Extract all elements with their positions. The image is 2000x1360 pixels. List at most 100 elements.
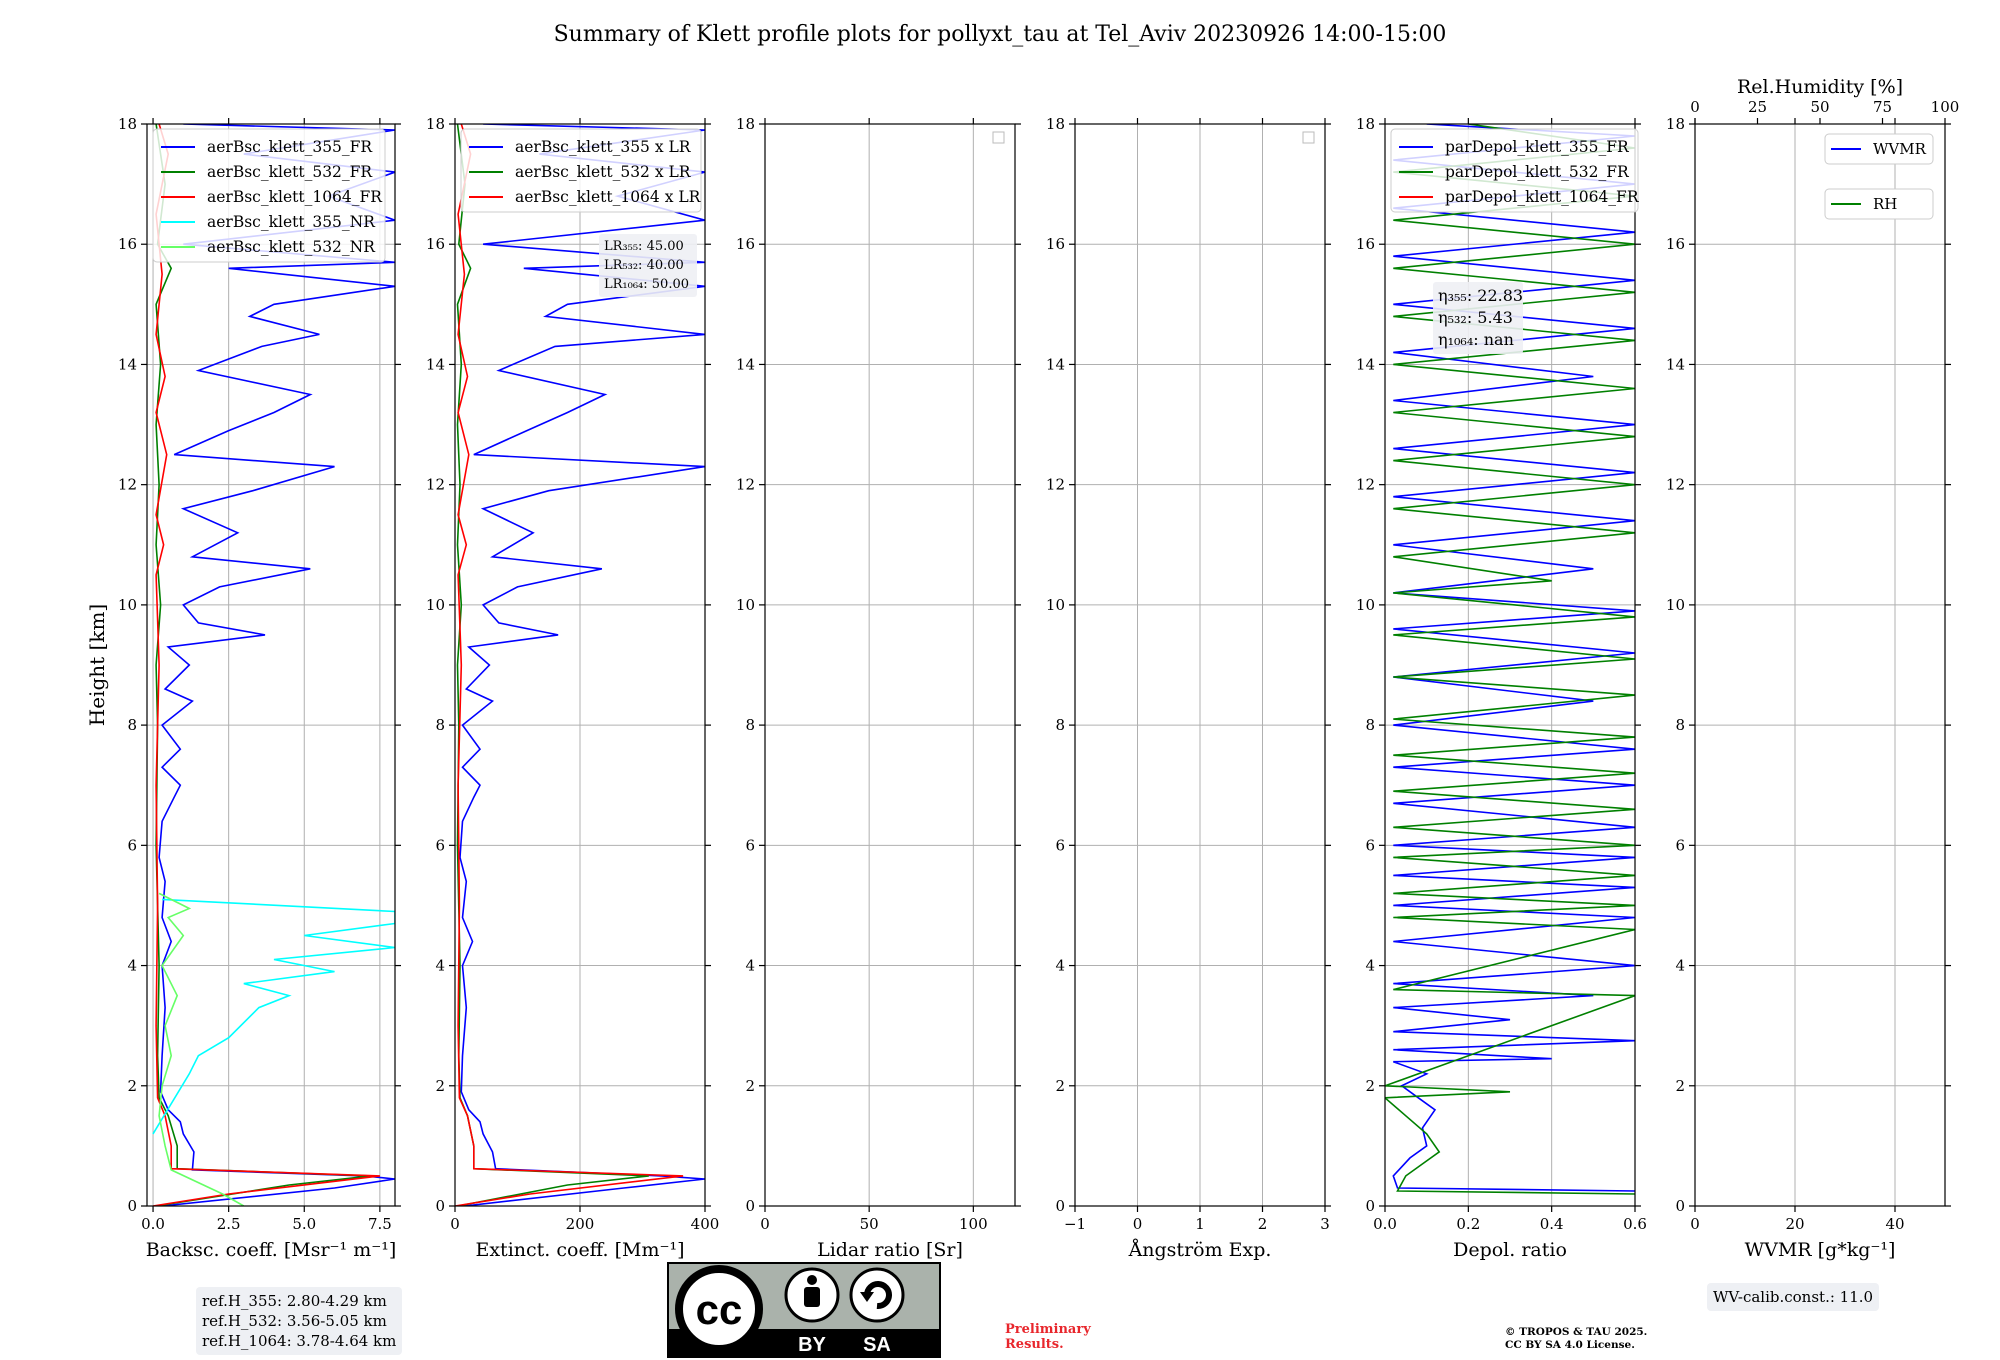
annotation-line: η₃₅₅: 22.83 <box>1438 286 1523 305</box>
wv-calibration-box: WV-calib.const.: 11.0 <box>1707 1283 1880 1311</box>
y-tick-label: 8 <box>127 716 137 734</box>
ref-height-532: ref.H_532: 3.56-5.05 km <box>202 1312 387 1330</box>
x2-tick-label: 25 <box>1748 98 1767 116</box>
y-tick-label: 2 <box>127 1077 137 1095</box>
y-tick-label: 8 <box>1675 716 1685 734</box>
series-line-aerBsc_klett_355_FR <box>158 124 395 1206</box>
y-tick-label: 12 <box>1046 476 1065 494</box>
y-tick-label: 0 <box>745 1197 755 1215</box>
x2-tick-label: 75 <box>1873 98 1892 116</box>
sa-share-icon <box>849 1267 905 1323</box>
series-line-aerBsc_klett_355_NR <box>152 898 395 1135</box>
series-line-aerBsc_klett_1064_FR <box>152 124 380 1206</box>
y-tick-label: 16 <box>1356 235 1375 253</box>
x2-axis-label: Rel.Humidity [%] <box>1737 76 1903 98</box>
cc-license-badge: cc BY SA <box>667 1262 941 1358</box>
y-tick-label: 10 <box>426 596 445 614</box>
y-tick-label: 16 <box>118 235 137 253</box>
ref-height-355: ref.H_355: 2.80-4.29 km <box>202 1292 387 1310</box>
panel-2: 0 2 4 6 8 10 12 14 16 18 0 200 400 Extinct. coeff. [M… <box>426 115 719 1261</box>
cc-circle-label: cc <box>696 1286 743 1333</box>
y-tick-label: 2 <box>1675 1077 1685 1095</box>
legend-box <box>1824 188 1934 220</box>
y-tick-label: 18 <box>1046 115 1065 133</box>
y-tick-label: 16 <box>426 235 445 253</box>
x-tick-label: 0.2 <box>1456 1215 1480 1233</box>
y-tick-label: 6 <box>1055 836 1065 854</box>
y-tick-label: 6 <box>435 836 445 854</box>
x2-tick-label: 100 <box>1931 98 1960 116</box>
figure-title: Summary of Klett profile plots for polly… <box>553 22 1447 47</box>
y-tick-label: 10 <box>118 596 137 614</box>
y-tick-label: 8 <box>1365 716 1375 734</box>
y-tick-label: 18 <box>1356 115 1375 133</box>
copyright-line-2: CC BY SA 4.0 License. <box>1505 1339 1635 1351</box>
legend-label: parDepol_klett_355_FR <box>1445 138 1630 156</box>
y-tick-label: 4 <box>1055 957 1065 975</box>
series-group <box>152 124 395 1206</box>
panel-6: 0 2 4 6 8 10 12 14 16 18 0 20 40 WVMR [g*kg⁻¹] 0 25 50 75… <box>1666 76 1959 1261</box>
x-tick-label: 0 <box>1690 1215 1700 1233</box>
y-tick-label: 2 <box>745 1077 755 1095</box>
y-tick-label: 6 <box>1675 836 1685 854</box>
axes-frame <box>1384 123 1636 1207</box>
panel-1: 0 2 4 6 8 10 12 14 16 18 0.0 2.5 5.0 7.5 Backsc. coeff… <box>118 115 401 1261</box>
y-tick-label: 12 <box>1356 476 1375 494</box>
y-tick-label: 14 <box>1356 355 1375 373</box>
x-axis-label: Ångström Exp. <box>1128 1239 1272 1261</box>
empty-legend-box <box>992 131 1005 144</box>
y-tick-label: 10 <box>1356 596 1375 614</box>
x-tick-label: 100 <box>959 1215 988 1233</box>
series-line-aerBsc_klett_1064 x LR <box>455 124 684 1206</box>
by-label: BY <box>798 1334 826 1356</box>
legend-label: aerBsc_klett_1064_FR <box>207 188 383 206</box>
copyright-line-1: © TROPOS & TAU 2025. <box>1505 1326 1648 1338</box>
y-tick-label: 12 <box>736 476 755 494</box>
y-tick-label: 16 <box>736 235 755 253</box>
x-tick-label: 0 <box>1133 1215 1143 1233</box>
x-tick-label: 400 <box>691 1215 720 1233</box>
x-axis-label: WVMR [g*kg⁻¹] <box>1745 1239 1896 1261</box>
y-tick-label: 12 <box>118 476 137 494</box>
legend-label: aerBsc_klett_355_FR <box>207 138 373 156</box>
annotation-line: LR₅₃₂: 40.00 <box>604 258 684 273</box>
legend-label: parDepol_klett_532_FR <box>1445 163 1630 181</box>
series-line-aerBsc_klett_532_FR <box>155 124 371 1206</box>
legend-label: aerBsc_klett_532 x LR <box>515 163 692 181</box>
y-tick-label: 16 <box>1046 235 1065 253</box>
x-tick-label: 0.6 <box>1623 1215 1647 1233</box>
copyright-note: © TROPOS & TAU 2025. CC BY SA 4.0 Licens… <box>1505 1326 1647 1352</box>
x-axis-label: Lidar ratio [Sr] <box>817 1239 963 1261</box>
y-tick-label: 0 <box>1365 1197 1375 1215</box>
sa-arrow-head <box>860 1292 874 1302</box>
annotation-line: LR₃₅₅: 45.00 <box>604 239 684 254</box>
legend-label: aerBsc_klett_355 x LR <box>515 138 692 156</box>
y-tick-label: 4 <box>1365 957 1375 975</box>
x-tick-label: 5.0 <box>292 1215 316 1233</box>
x-tick-label: 0.4 <box>1540 1215 1564 1233</box>
sa-arrow-arc <box>864 1281 892 1310</box>
x-tick-label: 2.5 <box>217 1215 241 1233</box>
y-tick-label: 14 <box>118 355 137 373</box>
legend-box <box>152 128 386 263</box>
panel-3: 0 2 4 6 8 10 12 14 16 18 0 50 100 Lidar ratio [Sr] <box>736 115 1021 1261</box>
legend-box <box>1824 133 1934 165</box>
x2-tick-label: 0 <box>1690 98 1700 116</box>
x-tick-label: 1 <box>1195 1215 1205 1233</box>
legend-label: aerBsc_klett_532_FR <box>207 163 373 181</box>
legend-label: RH <box>1873 195 1897 213</box>
y-tick-label: 0 <box>435 1197 445 1215</box>
y-tick-label: 6 <box>127 836 137 854</box>
x-tick-label: 0 <box>450 1215 460 1233</box>
wv-calibration-text: WV-calib.const.: 11.0 <box>1713 1288 1874 1306</box>
y-tick-label: 18 <box>426 115 445 133</box>
x-tick-label: 0.0 <box>1373 1215 1397 1233</box>
x-axis-label: Backsc. coeff. [Msr⁻¹ m⁻¹] <box>146 1239 397 1261</box>
ref-height-1064: ref.H_1064: 3.78-4.64 km <box>202 1332 397 1350</box>
legend-label: parDepol_klett_1064_FR <box>1445 188 1640 206</box>
y-tick-label: 8 <box>435 716 445 734</box>
y-tick-label: 18 <box>118 115 137 133</box>
y-tick-label: 18 <box>1666 115 1685 133</box>
